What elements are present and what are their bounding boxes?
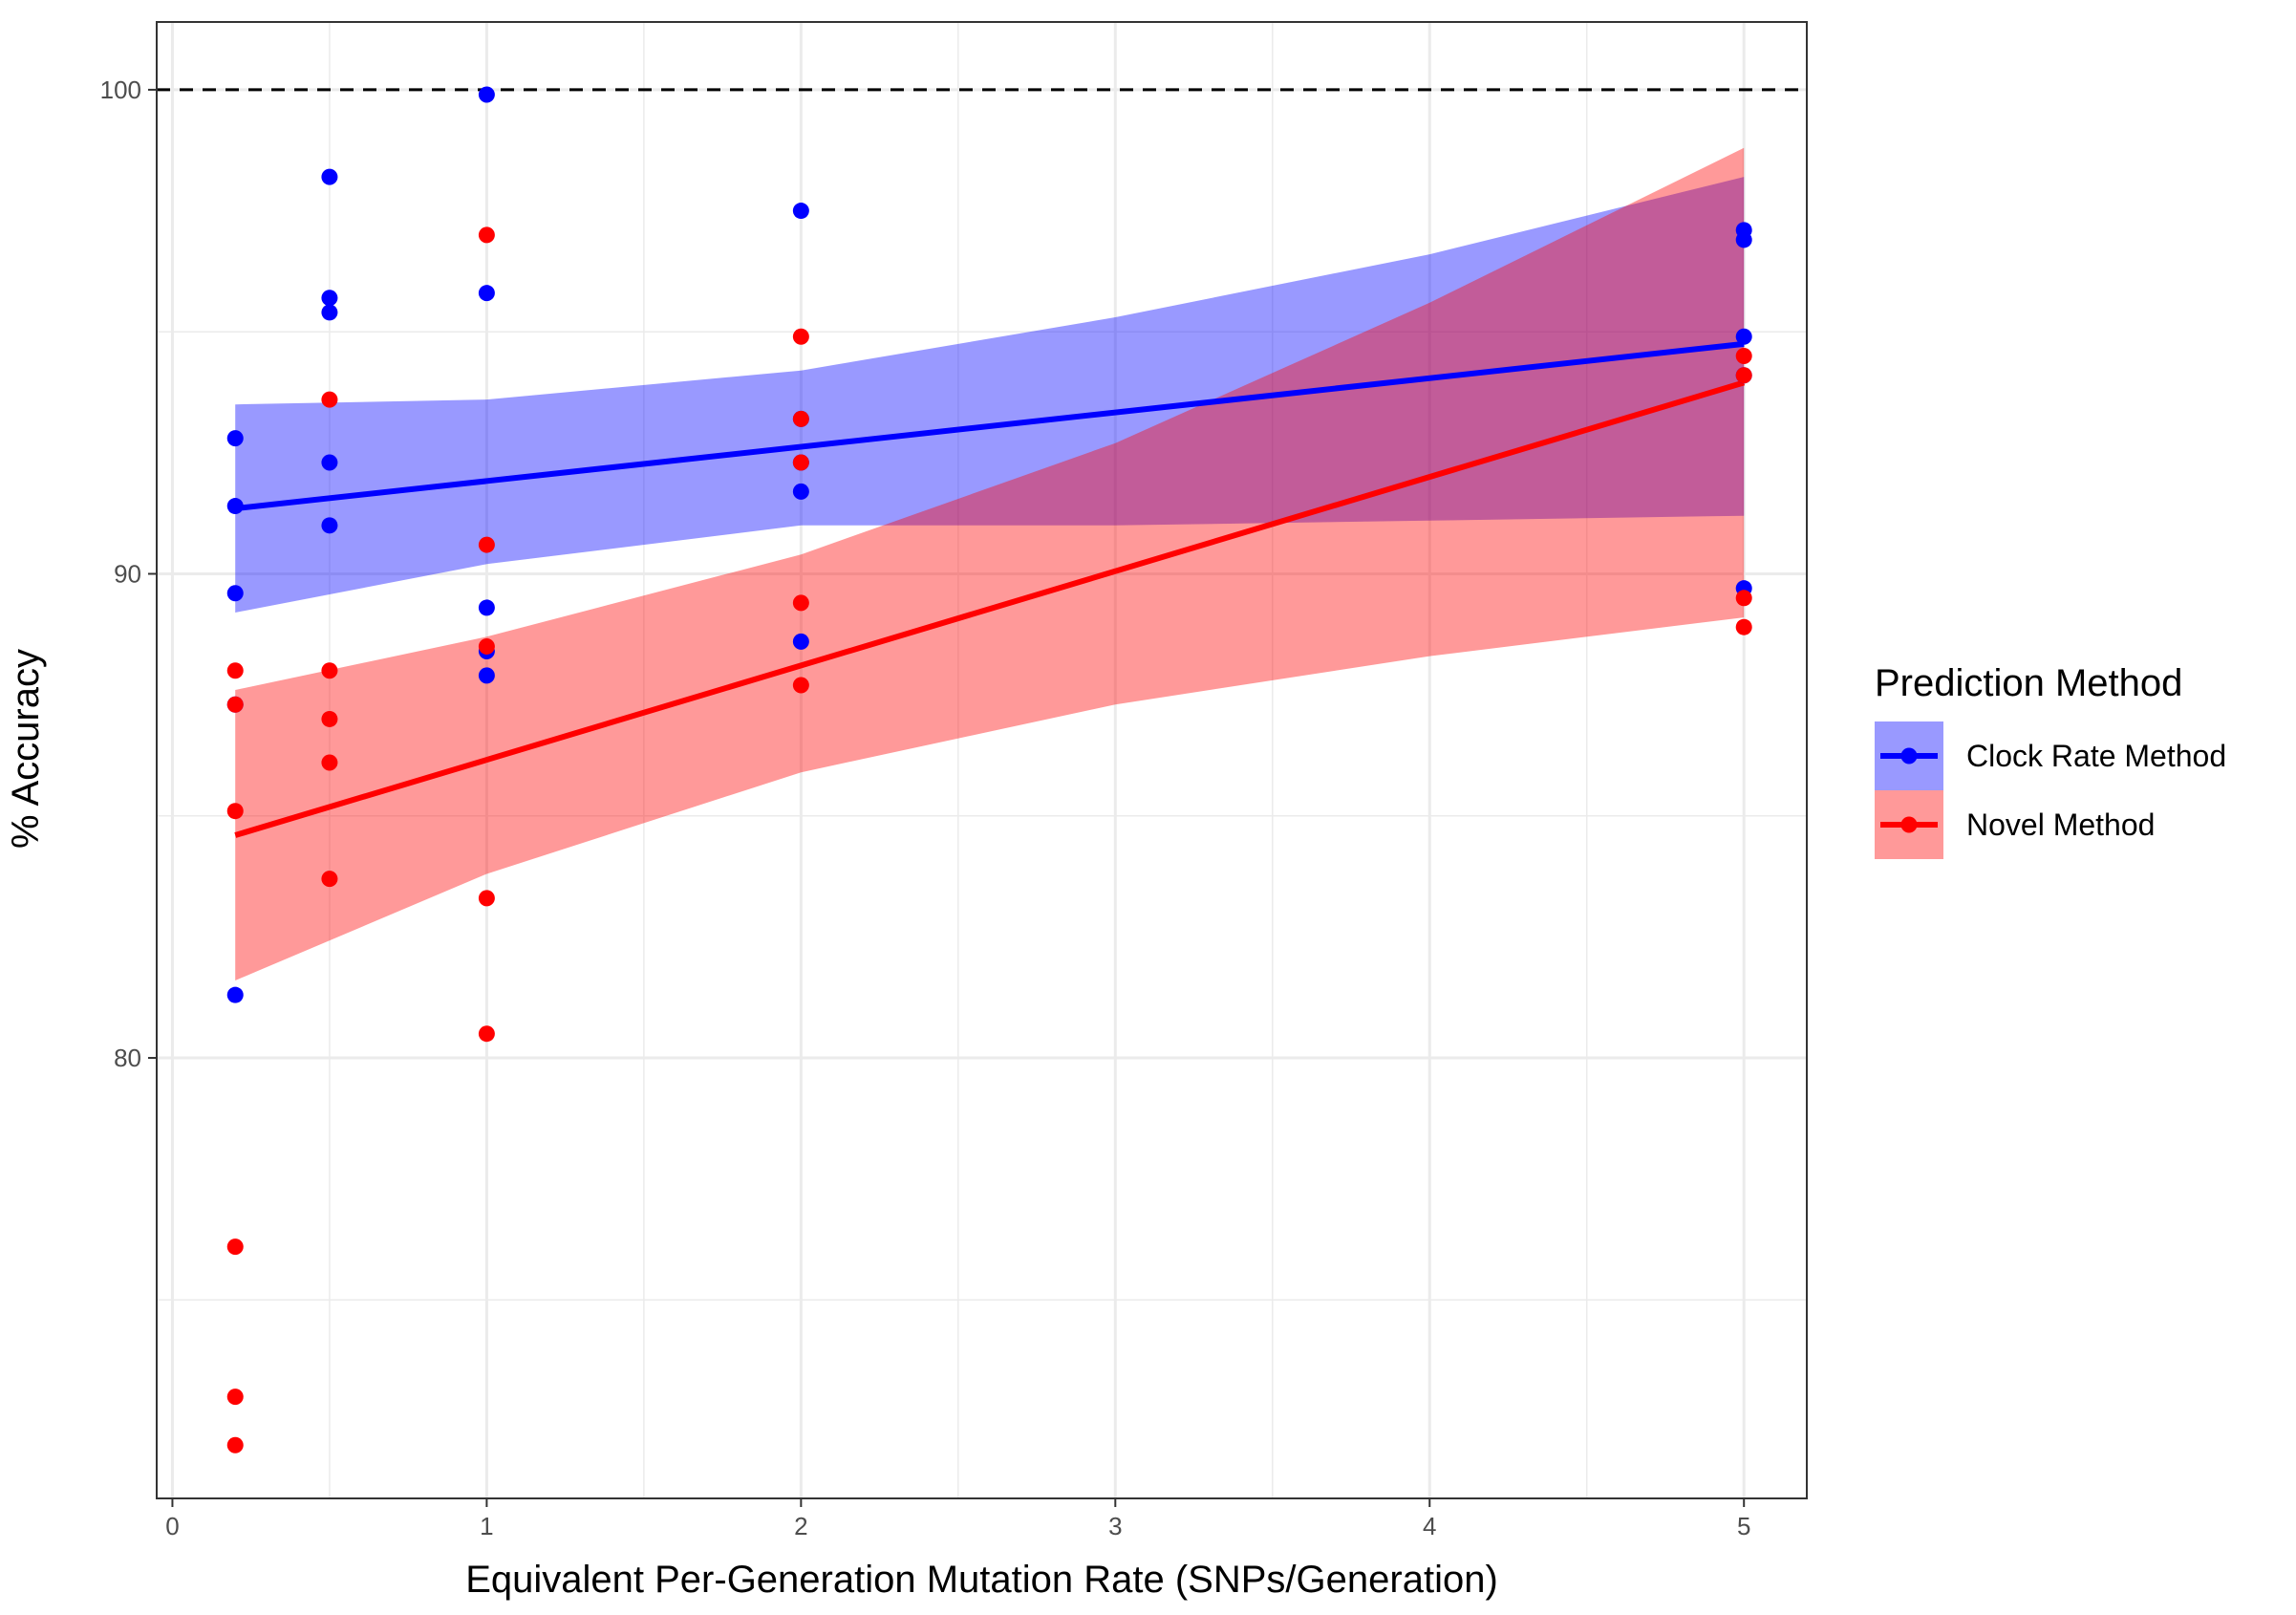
x-tick-label: 2 [794,1512,807,1540]
legend-key-point [1900,747,1918,764]
data-point [226,498,244,515]
data-point [226,430,244,447]
data-point [226,803,244,820]
data-point [1735,618,1752,635]
data-points [226,86,1752,1454]
confidence-ribbons [235,147,1745,980]
data-point [478,226,495,244]
data-point [1735,348,1752,365]
x-tick-label: 0 [165,1512,179,1540]
confidence-ribbon [235,177,1745,613]
data-point [792,594,809,612]
legend-label: Novel Method [1966,808,2155,842]
data-point [478,637,495,655]
data-point [321,454,338,471]
legend-label: Clock Rate Method [1966,739,2226,773]
data-point [478,86,495,103]
axes: 0 1 2 3 4 5 80 90 100 [100,75,1751,1540]
panel-border [156,21,1808,1499]
fit-lines [234,340,1746,838]
y-axis-title: % Accuracy [5,649,47,849]
data-point [321,290,338,307]
data-point [321,754,338,771]
x-tick-label: 5 [1737,1512,1750,1540]
data-point [321,662,338,679]
data-point [792,410,809,427]
data-point [321,517,338,534]
data-point [321,391,338,408]
data-point [478,285,495,302]
legend: Prediction Method Clock Rate Method Novel… [1875,662,2226,859]
data-point [321,168,338,185]
y-tick-label: 80 [114,1044,141,1072]
data-point [792,454,809,471]
fit-line [234,379,1746,838]
legend-items: Clock Rate Method Novel Method [1875,721,2226,859]
y-tick-label: 100 [100,75,141,104]
x-tick-label: 3 [1108,1512,1122,1540]
data-point [321,710,338,727]
data-point [321,304,338,321]
legend-title: Prediction Method [1875,662,2182,704]
data-point [792,203,809,220]
data-point [226,1238,244,1256]
data-point [792,677,809,694]
x-tick-label: 1 [480,1512,493,1540]
x-axis-title: Equivalent Per-Generation Mutation Rate … [465,1559,1498,1601]
data-point [478,599,495,616]
data-point [1735,367,1752,384]
data-point [478,536,495,553]
confidence-ribbon [235,147,1745,980]
data-point [226,696,244,713]
grid-lines [157,22,1807,1498]
data-point [478,667,495,684]
data-point [1735,328,1752,345]
data-point [1735,590,1752,607]
data-point [226,1436,244,1454]
data-point [226,1389,244,1406]
x-tick-label: 4 [1423,1512,1436,1540]
data-point [792,483,809,500]
data-point [1735,231,1752,248]
data-point [792,328,809,345]
data-point [226,585,244,602]
data-point [226,986,244,1003]
data-point [226,662,244,679]
data-point [792,633,809,650]
fit-line [234,340,1745,512]
y-tick-label: 90 [114,559,141,588]
data-point [321,871,338,888]
data-point [478,1025,495,1043]
data-point [478,890,495,907]
legend-key-point [1900,816,1918,833]
